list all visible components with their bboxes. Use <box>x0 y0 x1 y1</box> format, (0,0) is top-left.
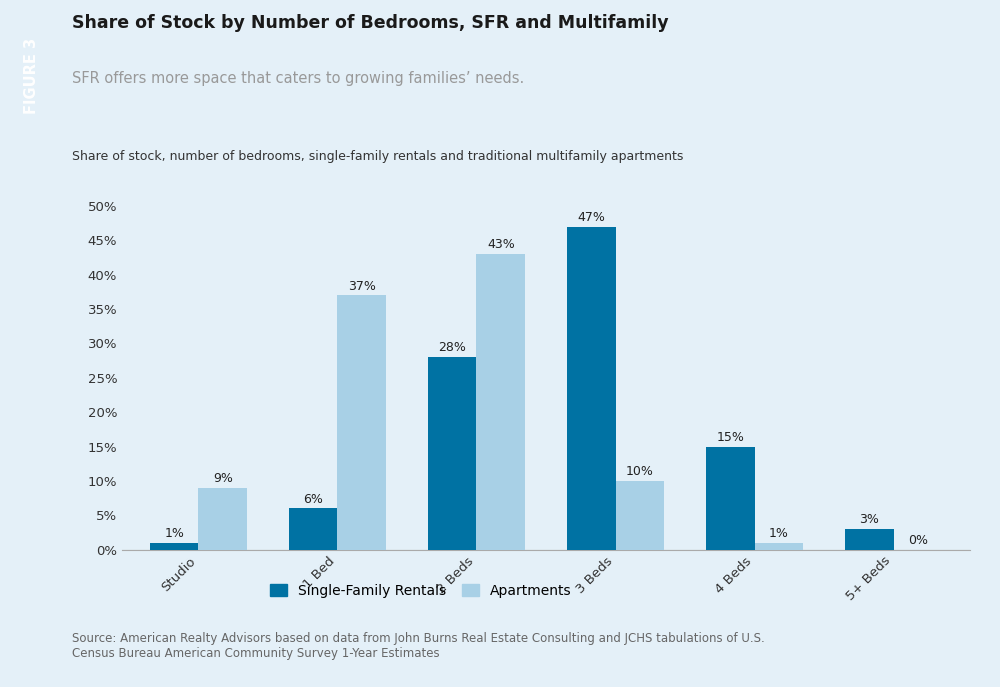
Text: 10%: 10% <box>626 465 654 478</box>
Text: SFR offers more space that caters to growing families’ needs.: SFR offers more space that caters to gro… <box>72 71 524 86</box>
Text: 43%: 43% <box>487 238 515 251</box>
Text: 0%: 0% <box>908 534 928 547</box>
Bar <box>845 529 894 550</box>
Bar <box>198 488 247 550</box>
Bar <box>289 508 337 550</box>
Text: Share of Stock by Number of Bedrooms, SFR and Multifamily: Share of Stock by Number of Bedrooms, SF… <box>72 14 669 32</box>
Text: FIGURE 3: FIGURE 3 <box>23 38 38 113</box>
Text: 47%: 47% <box>577 211 605 224</box>
Text: 9%: 9% <box>213 472 233 485</box>
Text: 37%: 37% <box>348 280 376 293</box>
Bar <box>616 481 664 550</box>
Text: 1%: 1% <box>164 527 184 540</box>
Bar <box>755 543 803 550</box>
Text: 28%: 28% <box>438 341 466 354</box>
Legend: Single-Family Rentals, Apartments: Single-Family Rentals, Apartments <box>264 578 577 603</box>
Bar <box>706 447 755 550</box>
Text: 15%: 15% <box>716 431 744 444</box>
Bar <box>150 543 198 550</box>
Bar <box>428 357 476 550</box>
Text: 6%: 6% <box>303 493 323 506</box>
Bar <box>337 295 386 550</box>
Text: Source: American Realty Advisors based on data from John Burns Real Estate Consu: Source: American Realty Advisors based o… <box>72 632 765 660</box>
Text: Share of stock, number of bedrooms, single-family rentals and traditional multif: Share of stock, number of bedrooms, sing… <box>72 150 683 163</box>
Text: 1%: 1% <box>769 527 789 540</box>
Text: 3%: 3% <box>859 513 879 526</box>
Bar <box>567 227 616 550</box>
Bar <box>476 254 525 550</box>
